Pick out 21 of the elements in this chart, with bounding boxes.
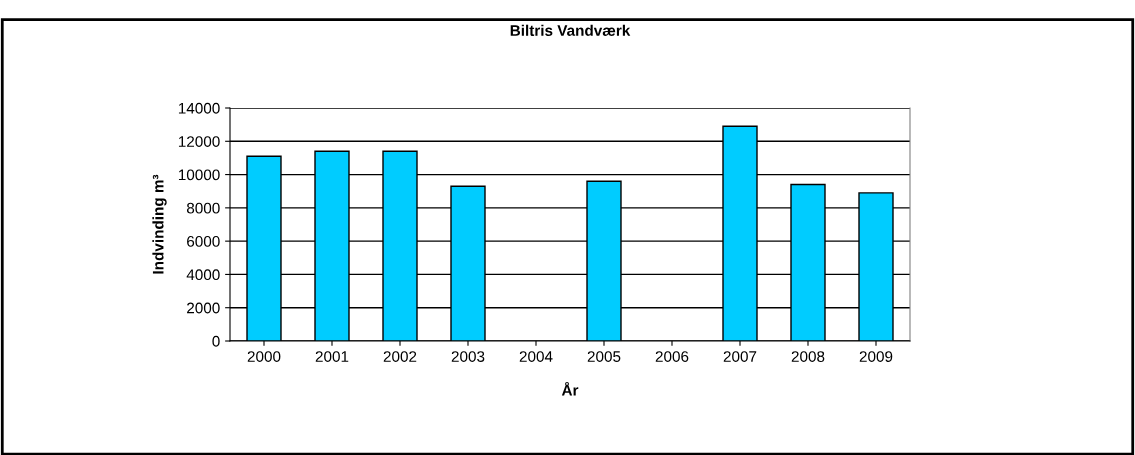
x-tick-label: 2008	[791, 351, 825, 362]
x-axis-title: År	[561, 381, 579, 396]
chart-title: Biltris Vandværk	[510, 24, 631, 36]
y-axis-title: Indvinding m³	[152, 174, 167, 274]
y-tick-label: 8000	[186, 202, 220, 214]
x-tick-label: 2001	[315, 351, 349, 362]
x-tick-label: 2009	[859, 351, 893, 362]
x-tick-label: 2006	[655, 351, 689, 362]
x-tick-label: 2005	[587, 351, 621, 362]
y-tick-label: 12000	[178, 136, 220, 147]
y-tick-label: 10000	[178, 169, 220, 181]
x-tick-label: 2000	[247, 351, 281, 362]
x-tick-label: 2003	[451, 351, 485, 362]
x-tick-label: 2007	[723, 351, 757, 362]
x-tick-label: 2004	[519, 351, 553, 362]
y-tick-label: 14000	[178, 102, 220, 114]
y-tick-label: 2000	[187, 302, 220, 314]
y-tick-label: 4000	[186, 269, 220, 281]
y-tick-label: 0	[212, 335, 220, 347]
x-tick-label: 2002	[383, 351, 417, 362]
y-tick-label: 6000	[187, 236, 220, 247]
